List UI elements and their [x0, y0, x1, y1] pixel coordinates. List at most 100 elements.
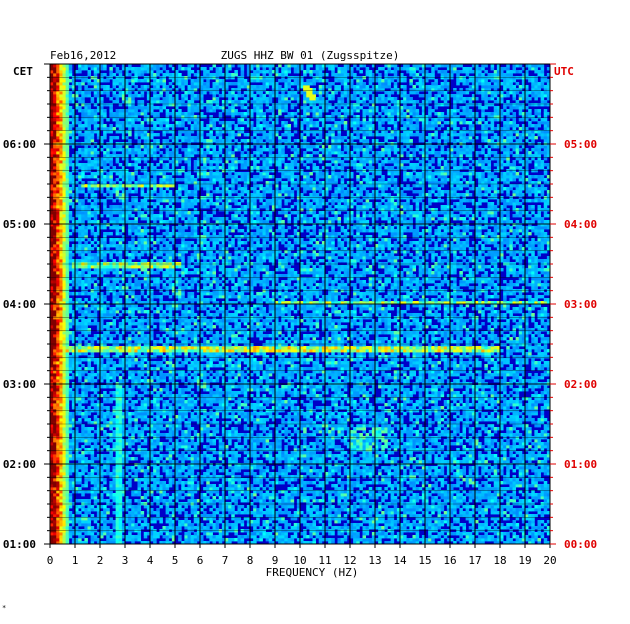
spectrogram-cell — [468, 451, 473, 455]
spectrogram-cell — [178, 481, 182, 485]
spectrogram-cell — [337, 436, 342, 440]
spectrogram-cell — [390, 523, 395, 527]
spectrogram-cell — [275, 430, 279, 434]
spectrogram-cell — [187, 421, 192, 425]
spectrogram-cell — [543, 445, 548, 449]
spectrogram-cell — [406, 511, 410, 515]
spectrogram-cell — [62, 469, 67, 473]
spectrogram-cell — [143, 412, 148, 416]
spectrogram-cell — [359, 472, 363, 476]
spectrogram-cell — [234, 496, 238, 500]
spectrogram-cell — [71, 490, 76, 494]
spectrogram-cell — [109, 487, 113, 491]
spectrogram-cell — [131, 412, 135, 416]
spectrogram-cell — [543, 427, 548, 431]
spectrogram-cell — [109, 436, 113, 440]
spectrogram-cell — [265, 511, 270, 515]
spectrogram-cell — [521, 478, 526, 482]
spectrogram-cell — [231, 451, 235, 455]
spectrogram-cell — [375, 433, 379, 437]
spectrogram-cell — [290, 433, 295, 437]
spectrogram-cell — [278, 460, 282, 464]
spectrogram-cell — [53, 538, 57, 542]
spectrogram-cell — [81, 439, 85, 443]
spectrogram-cell — [190, 541, 195, 544]
spectrogram-cell — [415, 469, 420, 473]
spectrogram-cell — [106, 454, 110, 458]
spectrogram-cell — [90, 436, 95, 440]
spectrogram-cell — [306, 424, 310, 428]
spectrogram-cell — [150, 532, 154, 536]
spectrogram-cell — [118, 448, 123, 452]
spectrogram-cell — [190, 499, 195, 503]
spectrogram-cell — [356, 424, 360, 428]
spectrogram-cell — [56, 463, 60, 467]
spectrogram-cell — [428, 466, 432, 470]
spectrogram-cell — [493, 511, 498, 515]
spectrogram-cell — [406, 427, 410, 431]
spectrogram-cell — [287, 475, 292, 479]
spectrogram-cell — [212, 430, 217, 434]
spectrogram-cell — [290, 538, 295, 542]
spectrogram-cell — [325, 490, 329, 494]
spectrogram-cell — [253, 499, 257, 503]
spectrogram-cell — [96, 541, 101, 544]
spectrogram-cell — [512, 469, 517, 473]
spectrogram-cell — [168, 427, 173, 431]
spectrogram-cell — [528, 514, 532, 518]
spectrogram-cell — [253, 421, 257, 425]
spectrogram-cell — [93, 463, 98, 467]
spectrogram-cell — [159, 448, 163, 452]
spectrogram-cell — [353, 451, 357, 455]
spectrogram-cell — [234, 526, 238, 530]
spectrogram-cell — [200, 463, 204, 467]
spectrogram-cell — [434, 436, 438, 440]
spectrogram-cell — [403, 445, 407, 449]
spectrogram-cell — [306, 460, 310, 464]
spectrogram-cell — [512, 511, 517, 515]
spectrogram-cell — [125, 466, 129, 470]
spectrogram-cell — [525, 508, 529, 512]
spectrogram-cell — [103, 532, 107, 536]
spectrogram-cell — [528, 460, 532, 464]
spectrogram-cell — [187, 523, 192, 527]
spectrogram-cell — [365, 505, 370, 509]
spectrogram-cell — [296, 463, 301, 467]
spectrogram-cell — [446, 466, 451, 470]
spectrogram-cell — [193, 418, 198, 422]
spectrogram-cell — [56, 487, 60, 491]
spectrogram-cell — [115, 457, 120, 461]
spectrogram-cell — [284, 448, 288, 452]
spectrogram-cell — [434, 523, 438, 527]
spectrogram-cell — [212, 457, 217, 461]
spectrogram-cell — [375, 439, 379, 443]
spectrogram-cell — [228, 436, 232, 440]
spectrogram-cell — [53, 442, 57, 446]
spectrogram-cell — [81, 541, 85, 544]
spectrogram-cell — [118, 463, 123, 467]
spectrogram-cell — [521, 466, 526, 470]
spectrogram-cell — [284, 511, 288, 515]
spectrogram-cell — [284, 499, 288, 503]
spectrogram-cell — [337, 412, 342, 416]
spectrogram-cell — [196, 454, 201, 458]
spectrogram-cell — [171, 520, 176, 524]
spectrogram-cell — [115, 505, 120, 509]
spectrogram-cell — [215, 451, 220, 455]
spectrogram-cell — [315, 454, 320, 458]
spectrogram-cell — [387, 436, 392, 440]
spectrogram-cell — [343, 451, 348, 455]
spectrogram-cell — [178, 421, 182, 425]
spectrogram-cell — [328, 517, 332, 521]
spectrogram-cell — [200, 496, 204, 500]
spectrogram-cell — [343, 439, 348, 443]
spectrogram-cell — [462, 496, 467, 500]
spectrogram-cell — [471, 478, 476, 482]
spectrogram-cell — [475, 466, 479, 470]
spectrogram-cell — [484, 526, 488, 530]
spectrogram-cell — [406, 520, 410, 524]
spectrogram-cell — [431, 541, 435, 544]
spectrogram-cell — [350, 460, 354, 464]
spectrogram-cell — [193, 460, 198, 464]
spectrogram-cell — [212, 526, 217, 530]
